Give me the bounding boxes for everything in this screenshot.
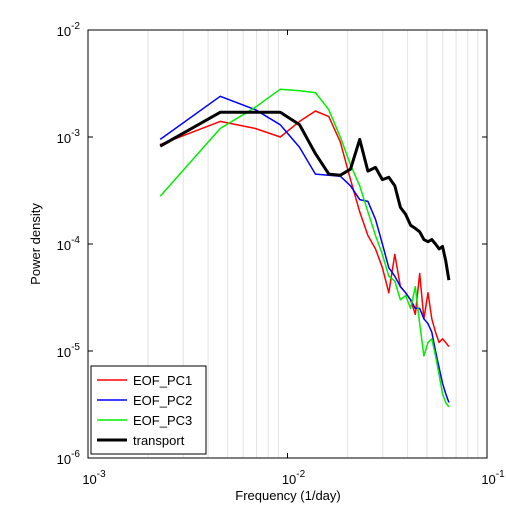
legend-label: EOF_PC2	[133, 393, 192, 408]
tick-label: 10-2	[282, 469, 306, 487]
tick-label: 10-3	[82, 469, 106, 487]
tick-label: 10-5	[57, 342, 81, 360]
legend-label: EOF_PC3	[133, 413, 192, 428]
tick-label: 10-4	[57, 235, 81, 253]
series-line	[159, 110, 451, 281]
tick-label: 10-2	[57, 21, 81, 39]
x-axis-label: Frequency (1/day)	[235, 488, 341, 503]
legend-label: transport	[133, 433, 185, 448]
series-line	[159, 110, 450, 348]
series-line	[159, 95, 450, 403]
tick-label: 10-1	[481, 469, 505, 487]
series-line	[159, 88, 450, 408]
tick-label: 10-3	[57, 128, 81, 146]
tick-label: 10-6	[57, 449, 81, 467]
plot-frame	[87, 29, 488, 459]
y-axis-label: Power density	[28, 203, 43, 285]
legend-label: EOF_PC1	[133, 373, 192, 388]
